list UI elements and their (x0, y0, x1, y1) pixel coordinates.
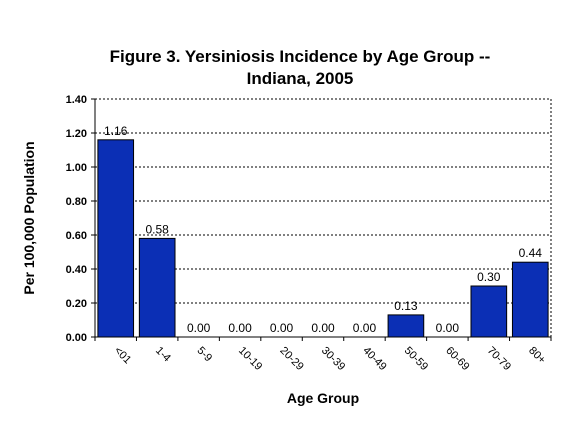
x-tick-label: 5-9 (195, 345, 215, 365)
x-tick-label: 10-19 (236, 345, 264, 373)
y-tick-label: 0.00 (66, 332, 87, 344)
axes (91, 98, 552, 341)
y-tick-label: 0.60 (66, 230, 87, 242)
x-tick-labels: <01 1-4 5-9 10-19 20-29 30-39 40-49 50-59 60-69 7… (112, 345, 548, 373)
data-label: 0.00 (187, 321, 211, 335)
data-label: 0.00 (353, 321, 377, 335)
y-tick-label: 0.80 (66, 196, 87, 208)
x-axis-label: Age Group (287, 390, 359, 406)
data-labels: 1.16 0.58 0.00 0.00 0.00 0.00 0.00 0.13 0.00 0.30… (104, 124, 542, 335)
data-label: 0.30 (477, 270, 501, 284)
x-tick-label: 70-79 (485, 345, 513, 373)
x-tick-label: 50-59 (402, 345, 430, 373)
y-tick-label: 1.00 (66, 162, 87, 174)
x-tick-label: 1-4 (153, 345, 173, 365)
bar (97, 139, 135, 338)
y-tick-label: 1.40 (66, 94, 87, 106)
x-tick-label: <01 (112, 345, 134, 367)
data-label: 0.13 (394, 299, 418, 313)
y-axis-label: Per 100,000 Population (21, 141, 37, 294)
data-label: 0.00 (228, 321, 252, 335)
data-label: 0.58 (146, 222, 170, 236)
chart-title-line2: Indiana, 2005 (247, 69, 354, 88)
x-tick-label: 80+ (526, 345, 548, 367)
x-tick-label: 60-69 (443, 345, 471, 373)
y-tick-label: 0.40 (66, 264, 87, 276)
data-label: 0.00 (436, 321, 460, 335)
x-tick-label: 20-29 (277, 345, 305, 373)
bar (470, 285, 508, 338)
x-tick-label: 30-39 (319, 345, 347, 373)
y-tick-labels: 0.00 0.20 0.40 0.60 0.80 1.00 1.20 1.40 (66, 94, 87, 344)
data-label: 1.16 (104, 124, 128, 138)
data-label: 0.44 (519, 246, 543, 260)
bar (511, 261, 549, 338)
data-label: 0.00 (270, 321, 294, 335)
bar (387, 314, 425, 338)
bar (138, 237, 176, 338)
chart-title-line1: Figure 3. Yersiniosis Incidence by Age G… (110, 47, 491, 66)
x-tick-label: 40-49 (360, 345, 388, 373)
bars (97, 139, 549, 338)
y-tick-label: 1.20 (66, 128, 87, 140)
y-tick-label: 0.20 (66, 298, 87, 310)
data-label: 0.00 (311, 321, 335, 335)
